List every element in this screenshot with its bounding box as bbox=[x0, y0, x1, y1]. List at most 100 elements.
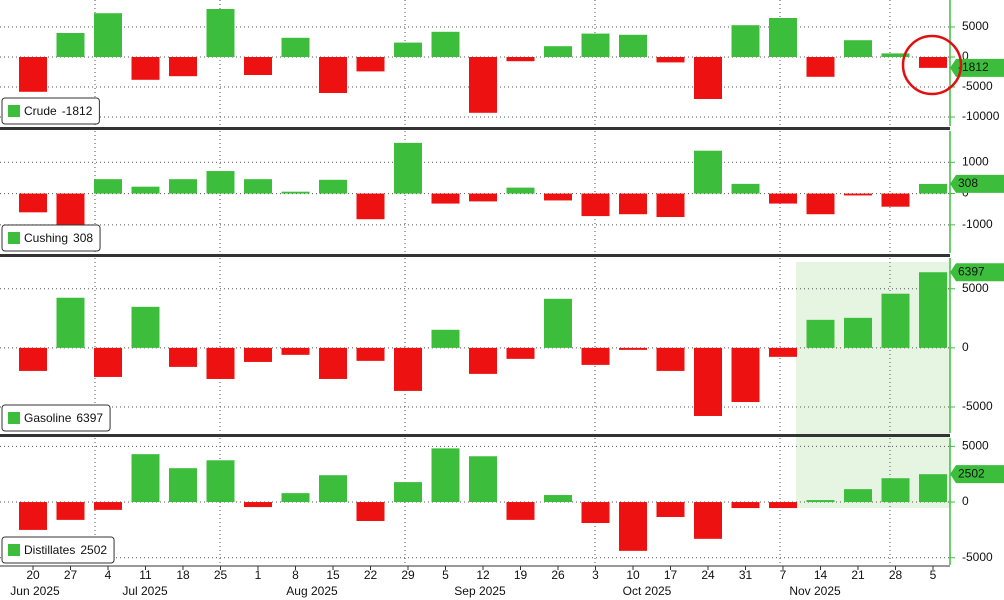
bar bbox=[356, 502, 385, 521]
legend-swatch bbox=[8, 105, 20, 117]
panel-divider bbox=[0, 127, 950, 130]
last-value-tag bbox=[950, 174, 1004, 193]
bar bbox=[544, 298, 572, 348]
legend-value: 2502 bbox=[80, 543, 107, 557]
bar bbox=[131, 186, 160, 194]
bar bbox=[769, 502, 797, 509]
y-tick-label: 0 bbox=[962, 49, 969, 63]
legend-name: Gasoline bbox=[24, 411, 72, 425]
y-tick-label: 0 bbox=[962, 340, 969, 354]
bar bbox=[806, 319, 835, 348]
bar bbox=[169, 468, 197, 503]
y-tick-label: -5000 bbox=[962, 550, 993, 564]
y-tick-label: 5000 bbox=[962, 281, 989, 295]
x-tick-label: 26 bbox=[551, 568, 565, 582]
y-tick-label: -5000 bbox=[962, 79, 993, 93]
x-tick-label: 17 bbox=[664, 568, 678, 582]
bar bbox=[431, 448, 460, 503]
month-label: Nov 2025 bbox=[789, 584, 841, 598]
x-tick-label: 19 bbox=[514, 568, 528, 582]
bar bbox=[19, 347, 47, 371]
bar bbox=[694, 57, 722, 99]
bar bbox=[244, 57, 272, 75]
x-tick-label: 22 bbox=[364, 568, 378, 582]
bar bbox=[506, 187, 535, 194]
bar bbox=[431, 329, 460, 348]
x-tick-label: 31 bbox=[739, 568, 753, 582]
bar bbox=[281, 191, 310, 194]
last-value-label: 2502 bbox=[958, 466, 985, 480]
bar bbox=[844, 193, 872, 196]
bar bbox=[94, 179, 122, 194]
x-tick-label: 3 bbox=[592, 568, 599, 582]
bar bbox=[656, 347, 685, 371]
bar bbox=[544, 193, 572, 201]
legend: Cushing 308 bbox=[1, 224, 101, 252]
x-tick-label: 25 bbox=[214, 568, 228, 582]
legend-name: Distillates bbox=[24, 543, 75, 557]
bar bbox=[319, 179, 347, 194]
bar bbox=[281, 37, 310, 57]
bar bbox=[656, 193, 685, 218]
legend-box bbox=[1, 97, 100, 125]
bar bbox=[581, 33, 610, 57]
x-tick-label: 29 bbox=[401, 568, 415, 582]
last-value-tag bbox=[950, 58, 1004, 77]
month-label: Jun 2025 bbox=[10, 584, 60, 598]
panel-divider bbox=[0, 434, 950, 437]
bar bbox=[131, 57, 160, 80]
bar bbox=[506, 57, 535, 62]
bar bbox=[94, 347, 122, 377]
bar bbox=[469, 347, 497, 374]
bar bbox=[244, 502, 272, 508]
bar bbox=[919, 183, 947, 194]
bar bbox=[394, 42, 422, 57]
x-tick-label: 14 bbox=[814, 568, 828, 582]
x-tick-label: 20 bbox=[26, 568, 40, 582]
bar bbox=[56, 502, 85, 520]
legend-name: Crude bbox=[24, 104, 57, 118]
bar bbox=[281, 347, 310, 355]
last-value-label: 308 bbox=[958, 176, 978, 190]
y-tick-label: -5000 bbox=[962, 399, 993, 413]
bar bbox=[844, 489, 872, 503]
bar bbox=[19, 193, 47, 213]
last-value-label: -1812 bbox=[958, 60, 989, 74]
bar bbox=[131, 306, 160, 348]
legend: Crude -1812 bbox=[1, 97, 100, 125]
bar bbox=[619, 347, 647, 350]
bar bbox=[356, 57, 385, 72]
legend-box bbox=[1, 536, 115, 564]
annotation-circle bbox=[901, 34, 963, 96]
x-tick-label: 21 bbox=[851, 568, 865, 582]
bar bbox=[769, 18, 797, 57]
legend-value: 308 bbox=[73, 231, 93, 245]
y-tick-label: -10000 bbox=[962, 109, 1000, 123]
bar bbox=[56, 33, 85, 57]
x-tick-label: 11 bbox=[139, 568, 152, 582]
bar bbox=[694, 347, 722, 416]
legend-box bbox=[1, 224, 101, 252]
bar bbox=[169, 179, 197, 194]
bar bbox=[431, 31, 460, 57]
x-tick-label: 27 bbox=[64, 568, 78, 582]
last-value-tag bbox=[950, 263, 1004, 282]
x-tick-label: 5 bbox=[930, 568, 937, 582]
legend-label: Crude -1812 bbox=[24, 104, 93, 118]
legend-label: Cushing 308 bbox=[24, 231, 93, 245]
bar bbox=[394, 482, 422, 503]
bar bbox=[319, 57, 347, 93]
y-tick-label: 5000 bbox=[962, 19, 989, 33]
legend: Gasoline 6397 bbox=[1, 404, 111, 432]
bar bbox=[881, 293, 910, 348]
legend-swatch bbox=[8, 232, 20, 244]
x-tick-label: 28 bbox=[889, 568, 903, 582]
bar bbox=[769, 193, 797, 204]
bar bbox=[694, 150, 722, 194]
bar bbox=[356, 193, 385, 220]
legend-box bbox=[1, 404, 111, 432]
bar bbox=[356, 347, 385, 361]
month-label: Sep 2025 bbox=[454, 584, 506, 598]
legend-swatch bbox=[8, 412, 20, 424]
